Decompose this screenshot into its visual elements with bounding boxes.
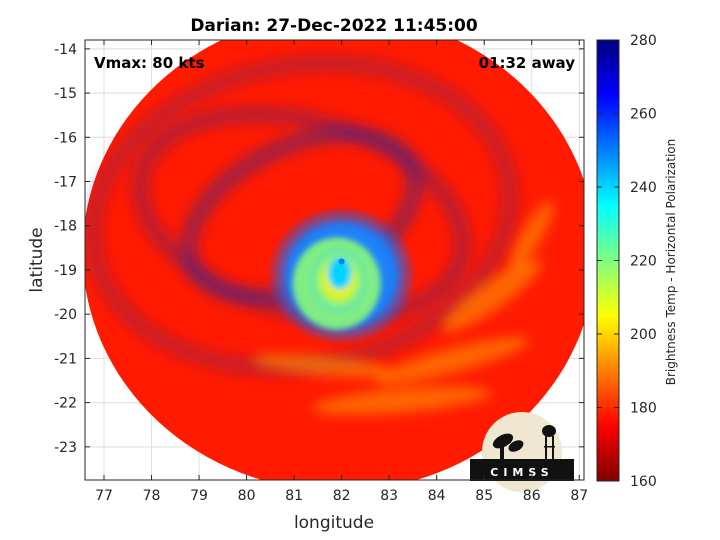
colorbar-tick-label: 280	[630, 33, 657, 49]
x-tick-label: 79	[190, 488, 208, 504]
rainband	[374, 336, 529, 385]
y-tick-label: -22	[54, 396, 77, 412]
colorbar-tick-label: 240	[630, 180, 657, 196]
y-tick-label: -15	[54, 86, 77, 102]
x-tick-label: 84	[428, 488, 446, 504]
x-tick-label: 83	[380, 488, 398, 504]
rainband	[251, 353, 392, 378]
eye-center	[327, 257, 352, 290]
rainband	[509, 200, 554, 271]
colorbar-axis: 160 180 200 220 240 260 280	[597, 33, 657, 490]
rainband-group	[251, 200, 554, 415]
logo-text: CIMSS	[490, 466, 553, 479]
x-tick-label: 86	[523, 488, 541, 504]
x-axis: 77 78 79 80 81 82 83 84 85 86 87	[95, 40, 588, 504]
x-tick-label: 85	[475, 488, 493, 504]
water-tower-icon	[542, 425, 556, 460]
colorbar-tick-label: 260	[630, 107, 657, 123]
x-tick-label: 87	[570, 488, 588, 504]
colorbar-tick-label: 160	[630, 474, 657, 490]
axes-frame	[84, 39, 585, 481]
x-tick-label: 78	[143, 488, 161, 504]
x-tick-label: 81	[285, 488, 303, 504]
chart-title: Darian: 27-Dec-2022 11:45:00	[190, 16, 478, 36]
cimss-logo: CIMSS	[470, 412, 574, 492]
colorbar-tick-label: 180	[630, 401, 657, 417]
y-tick-label: -20	[54, 307, 77, 323]
x-tick-label: 80	[238, 488, 256, 504]
x-axis-label: longitude	[294, 513, 374, 533]
rainband	[441, 259, 542, 332]
colorbar-tick-label: 220	[630, 254, 657, 270]
rainband	[311, 386, 492, 415]
y-tick-label: -16	[54, 130, 77, 146]
colorbar-tick-label: 200	[630, 327, 657, 343]
y-tick-label: -14	[54, 42, 77, 58]
y-tick-label: -17	[54, 175, 77, 191]
eye-peak	[338, 258, 345, 265]
eye-group	[292, 237, 381, 330]
y-tick-label: -18	[54, 219, 77, 235]
x-tick-label: 77	[95, 488, 113, 504]
satellite-dish-icon	[492, 433, 524, 460]
x-tick-label: 82	[333, 488, 351, 504]
y-tick-label: -21	[54, 351, 77, 367]
time-away-annotation: 01:32 away	[479, 54, 576, 72]
y-axis: -14 -15 -16 -17 -18 -19 -20 -21 -22 -23	[54, 42, 584, 456]
vmax-annotation: Vmax: 80 kts	[94, 54, 204, 72]
y-tick-label: -19	[54, 263, 77, 279]
colorbar-label: Brightness Temp - Horizontal Polarizatio…	[664, 139, 678, 386]
heatmap-swath	[85, 40, 584, 480]
y-axis-label: latitude	[27, 227, 47, 292]
y-tick-label: -23	[54, 440, 77, 456]
